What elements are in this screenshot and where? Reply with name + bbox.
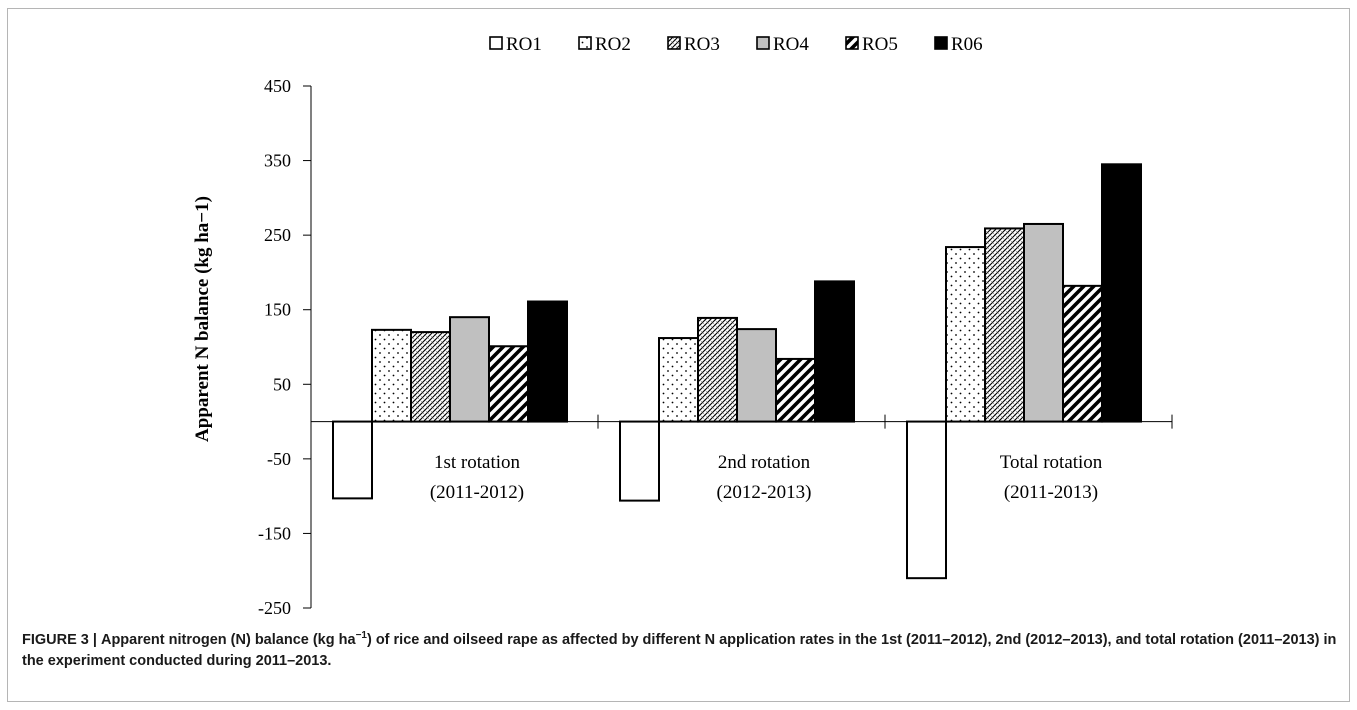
y-tick-label: 450 — [264, 76, 291, 96]
legend-label-ro2: RO2 — [595, 34, 631, 55]
bar-ro5-1 — [488, 345, 529, 423]
legend-swatch-r06 — [934, 36, 948, 50]
bar-ro3-3 — [984, 227, 1025, 423]
caption-text-start: Apparent nitrogen (N) balance (kg ha — [100, 632, 356, 648]
legend-swatch-ro1 — [489, 36, 503, 50]
y-tick-label: 250 — [264, 225, 291, 245]
legend-label-r06: R06 — [951, 34, 983, 55]
bar-ro4-1 — [449, 316, 490, 423]
category-label-line1: 1st rotation — [434, 452, 521, 473]
bar-chart: RO1 RO2 RO3 RO4 RO5 R06 450 350 250 150 50 -50 -150… — [192, 34, 1173, 618]
caption-text-end: ) of rice and oilseed rape as affected b… — [22, 632, 1337, 669]
category-label-line1: Total rotation — [1000, 452, 1103, 473]
legend-swatch-ro4 — [756, 36, 770, 50]
bar-ro1-3 — [906, 420, 947, 580]
bar-ro5-2 — [775, 357, 816, 423]
y-tick-label: -250 — [258, 598, 291, 618]
bar-ro4-2 — [736, 328, 777, 423]
legend-swatch-ro2 — [578, 36, 592, 50]
figure-caption: FIGURE 3 | Apparent nitrogen (N) balance … — [22, 630, 1342, 672]
legend-label-ro1: RO1 — [506, 34, 542, 55]
y-tick-label: 150 — [264, 300, 291, 320]
bar-r06-3 — [1101, 163, 1142, 423]
bar-ro2-3 — [945, 246, 986, 423]
caption-superscript: −1 — [355, 630, 367, 642]
bar-r06-2 — [814, 280, 855, 423]
category-labels: 1st rotation (2011-2012) 2nd rotation (2012… — [430, 452, 1103, 503]
bar-ro5-3 — [1062, 284, 1103, 423]
chart-legend: RO1 RO2 RO3 RO4 RO5 R06 — [489, 34, 983, 55]
legend-swatch-ro5 — [845, 36, 859, 50]
bar-ro4-3 — [1023, 222, 1064, 423]
bar-ro1-2 — [619, 420, 660, 502]
y-tick-label: 50 — [273, 374, 291, 394]
bars-layer — [332, 163, 1142, 580]
legend-swatch-ro3 — [667, 36, 681, 50]
y-tick-label: -50 — [267, 449, 291, 469]
bar-r06-1 — [527, 300, 568, 423]
caption-label: FIGURE 3 | — [22, 632, 97, 648]
bar-ro1-1 — [332, 420, 373, 500]
category-label-line1: 2nd rotation — [718, 452, 811, 473]
y-axis-title: Apparent N balance (kg ha−1) — [192, 196, 213, 442]
bar-ro2-1 — [371, 328, 412, 423]
legend-label-ro3: RO3 — [684, 34, 720, 55]
bar-ro2-2 — [658, 337, 699, 423]
bar-ro3-1 — [410, 331, 451, 423]
y-tick-label: -150 — [258, 523, 291, 543]
y-tick-label: 350 — [264, 151, 291, 171]
y-axis: 450 350 250 150 50 -50 -150 -250 — [258, 76, 312, 618]
x-axis — [311, 414, 1173, 429]
category-label-line2: (2012-2013) — [717, 482, 812, 503]
bar-ro3-2 — [697, 316, 738, 423]
category-label-line2: (2011-2012) — [430, 482, 524, 503]
legend-label-ro5: RO5 — [862, 34, 898, 55]
legend-label-ro4: RO4 — [773, 34, 809, 55]
category-label-line2: (2011-2013) — [1004, 482, 1098, 503]
